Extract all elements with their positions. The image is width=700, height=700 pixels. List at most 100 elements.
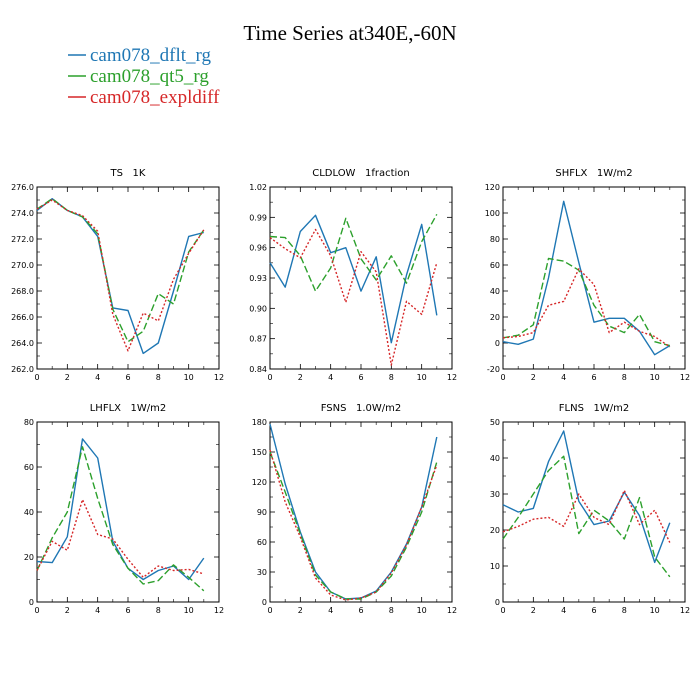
x-tick-label: 2 xyxy=(298,606,303,615)
y-tick-label: 0.87 xyxy=(249,335,267,344)
panel-4: LHFLX 1W/m2 0 2 4 6 8 10 12 0 20 40 60 80 xyxy=(24,403,224,615)
x-tick-label: 2 xyxy=(298,373,303,382)
x-tick-label: 8 xyxy=(156,606,161,615)
y-tick-label: 120 xyxy=(485,183,500,192)
y-tick-label: 20 xyxy=(490,526,500,535)
series-line-dflt xyxy=(502,430,671,564)
y-tick-label: 0 xyxy=(262,598,267,607)
series-line-qt5 xyxy=(36,446,205,592)
x-tick-label: 6 xyxy=(591,606,596,615)
y-tick-label: 40 xyxy=(24,508,34,517)
y-tick-label: 90 xyxy=(257,508,267,517)
series-line-expldiff xyxy=(502,489,671,543)
plot-frame xyxy=(502,421,686,603)
y-tick-label: 30 xyxy=(490,490,500,499)
series-line-qt5 xyxy=(502,455,671,578)
x-tick-label: 4 xyxy=(561,606,566,615)
y-tick-label: 0.96 xyxy=(249,244,267,253)
x-tick-label: 10 xyxy=(184,606,194,615)
y-tick-label: 268.0 xyxy=(11,287,34,296)
y-tick-label: 60 xyxy=(24,463,34,472)
series-line-expldiff xyxy=(36,199,205,352)
x-tick-label: 8 xyxy=(389,373,394,382)
y-tick-label: 266.0 xyxy=(11,313,34,322)
series-line-dflt xyxy=(36,438,205,581)
series-line-dflt xyxy=(36,197,204,355)
y-tick-label: 264.0 xyxy=(11,339,34,348)
y-tick-label: 20 xyxy=(490,313,500,322)
x-tick-label: 6 xyxy=(125,373,130,382)
y-tick-label: 40 xyxy=(490,454,500,463)
plot-frame xyxy=(502,186,686,370)
x-tick-label: 0 xyxy=(34,373,39,382)
x-tick-label: 6 xyxy=(125,606,130,615)
y-tick-label: 60 xyxy=(490,261,500,270)
x-tick-label: 4 xyxy=(561,373,566,382)
x-tick-label: 12 xyxy=(214,373,224,382)
y-tick-label: 150 xyxy=(252,448,267,457)
x-tick-label: 4 xyxy=(95,373,100,382)
y-tick-label: 80 xyxy=(24,418,34,427)
x-tick-label: 10 xyxy=(650,606,660,615)
x-tick-label: 8 xyxy=(622,373,627,382)
x-tick-label: 4 xyxy=(328,373,333,382)
y-tick-label: 40 xyxy=(490,287,500,296)
y-tick-label: 274.0 xyxy=(11,209,34,218)
x-tick-label: 0 xyxy=(267,373,272,382)
y-tick-label: 270.0 xyxy=(11,261,34,270)
x-tick-label: 2 xyxy=(531,606,536,615)
figure-title: Time Series at340E,-60N xyxy=(243,21,456,45)
series-line-expldiff xyxy=(36,498,204,578)
x-tick-label: 12 xyxy=(214,606,224,615)
x-tick-label: 0 xyxy=(500,373,505,382)
panel-title: LHFLX 1W/m2 xyxy=(90,403,167,414)
x-tick-label: 12 xyxy=(447,373,457,382)
legend-label-dflt: cam078_dflt_rg xyxy=(90,45,212,66)
y-tick-label: 50 xyxy=(490,418,500,427)
legend: cam078_dflt_rg cam078_qt5_rg cam078_expl… xyxy=(68,45,220,108)
x-tick-label: 4 xyxy=(95,606,100,615)
x-tick-label: 12 xyxy=(680,373,690,382)
panel-1: TS 1K 0 2 4 6 8 10 12 262.0 264.0 266.0 268.0 270.0 2… xyxy=(11,168,224,382)
panel-title: SHFLX 1W/m2 xyxy=(555,168,632,179)
panel-title: TS 1K xyxy=(110,168,146,179)
plot-frame xyxy=(269,421,453,603)
plot-frame xyxy=(269,186,453,370)
panel-2: CLDLOW 1fraction 0 2 4 6 8 10 12 0.84 0.87 0.90 0.9… xyxy=(249,168,457,382)
panel-title: FSNS 1.0W/m2 xyxy=(321,403,402,414)
x-tick-label: 10 xyxy=(417,373,427,382)
y-tick-label: 10 xyxy=(490,562,500,571)
x-tick-label: 6 xyxy=(358,606,363,615)
x-tick-label: 0 xyxy=(267,606,272,615)
legend-label-expldiff: cam078_expldiff xyxy=(90,87,220,108)
series-line-qt5 xyxy=(269,451,438,600)
series-line-dflt xyxy=(269,423,438,600)
plot-frame xyxy=(36,186,220,370)
x-tick-label: 2 xyxy=(65,606,70,615)
panel-title: FLNS 1W/m2 xyxy=(559,403,629,414)
x-tick-label: 6 xyxy=(591,373,596,382)
y-tick-label: 0 xyxy=(495,339,500,348)
y-tick-label: 0.93 xyxy=(249,274,267,283)
x-tick-label: 12 xyxy=(447,606,457,615)
x-tick-label: 10 xyxy=(650,373,660,382)
series-line-expldiff xyxy=(502,268,671,348)
y-tick-label: 120 xyxy=(252,478,267,487)
x-tick-label: 8 xyxy=(622,606,627,615)
y-tick-label: 262.0 xyxy=(11,365,34,374)
y-tick-label: 0 xyxy=(29,598,34,607)
series-line-dflt xyxy=(269,214,438,344)
series-line-dflt xyxy=(502,200,671,356)
y-tick-label: 0.84 xyxy=(249,365,267,374)
x-tick-label: 6 xyxy=(358,373,363,382)
y-tick-label: 100 xyxy=(485,209,500,218)
x-tick-label: 10 xyxy=(417,606,427,615)
y-tick-label: 30 xyxy=(257,568,267,577)
x-tick-label: 2 xyxy=(65,373,70,382)
series-line-qt5 xyxy=(269,213,438,292)
x-tick-label: 10 xyxy=(184,373,194,382)
y-tick-label: 276.0 xyxy=(11,183,34,192)
legend-label-qt5: cam078_qt5_rg xyxy=(90,66,209,87)
